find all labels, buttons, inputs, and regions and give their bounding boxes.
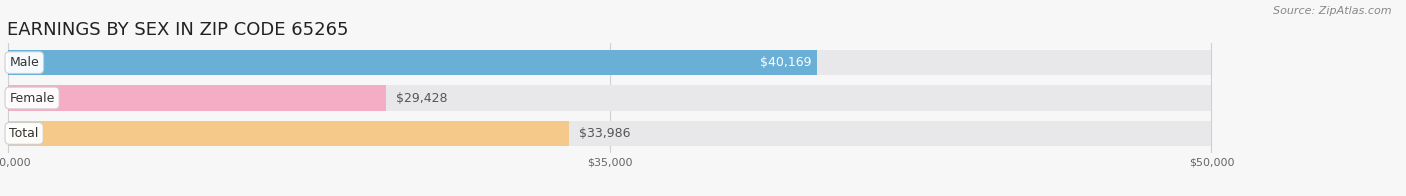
Text: Female: Female [10,92,55,104]
Bar [8,50,1212,75]
Bar [8,121,1212,146]
Text: EARNINGS BY SEX IN ZIP CODE 65265: EARNINGS BY SEX IN ZIP CODE 65265 [7,21,349,39]
Bar [8,85,387,111]
Text: Male: Male [10,56,39,69]
Text: $33,986: $33,986 [579,127,630,140]
Text: $29,428: $29,428 [396,92,447,104]
Text: $40,169: $40,169 [759,56,811,69]
Text: Total: Total [10,127,39,140]
Bar [8,85,1212,111]
Bar [8,121,569,146]
Text: Source: ZipAtlas.com: Source: ZipAtlas.com [1274,6,1392,16]
Bar [8,50,817,75]
